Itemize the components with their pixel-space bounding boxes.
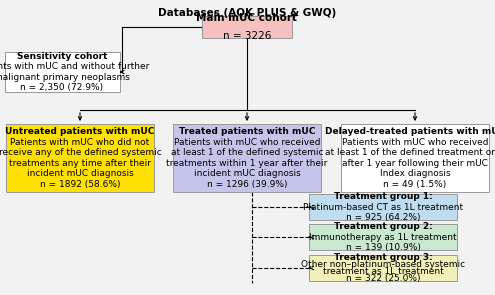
Text: at least 1 of the defined treatment only: at least 1 of the defined treatment only [325, 148, 495, 157]
Text: Treatment group 2:: Treatment group 2: [334, 222, 432, 231]
Text: n = 3226: n = 3226 [223, 31, 271, 41]
Text: at least 1 of the defined systemic: at least 1 of the defined systemic [171, 148, 323, 157]
Text: Untreated patients with mUC: Untreated patients with mUC [5, 127, 154, 136]
FancyBboxPatch shape [202, 16, 292, 38]
Text: n = 1296 (39.9%): n = 1296 (39.9%) [207, 180, 287, 189]
FancyBboxPatch shape [309, 194, 457, 220]
Text: n = 2,350 (72.9%): n = 2,350 (72.9%) [20, 83, 103, 92]
Text: receive any of the defined systemic: receive any of the defined systemic [0, 148, 161, 157]
Text: Treatment group 3:: Treatment group 3: [334, 253, 432, 262]
Text: Patients with mUC and without further: Patients with mUC and without further [0, 62, 149, 71]
Text: treatments any time after their: treatments any time after their [9, 159, 151, 168]
Text: n = 925 (64.2%): n = 925 (64.2%) [346, 213, 420, 222]
Text: Index diagnosis: Index diagnosis [380, 169, 450, 178]
Text: incident mUC diagnosis: incident mUC diagnosis [194, 169, 300, 178]
Text: Platinum-based CT as 1L treatment: Platinum-based CT as 1L treatment [303, 202, 463, 212]
FancyBboxPatch shape [4, 52, 119, 92]
Text: treatment as 1L treatment: treatment as 1L treatment [323, 267, 444, 276]
Text: Patients with mUC who received: Patients with mUC who received [342, 137, 488, 147]
Text: Main mUC cohort: Main mUC cohort [197, 13, 297, 23]
Text: treatments within 1 year after their: treatments within 1 year after their [166, 159, 328, 168]
Text: n = 139 (10.9%): n = 139 (10.9%) [346, 243, 420, 252]
Text: Databases (AOK PLUS & GWQ): Databases (AOK PLUS & GWQ) [158, 8, 337, 18]
Text: Other non–platinum-based systemic: Other non–platinum-based systemic [301, 260, 465, 269]
Text: Sensitivity cohort: Sensitivity cohort [17, 52, 107, 61]
Text: Immunotherapy as 1L treatment: Immunotherapy as 1L treatment [309, 232, 457, 242]
Text: Treated patients with mUC: Treated patients with mUC [179, 127, 315, 136]
Text: malignant primary neoplasms: malignant primary neoplasms [0, 73, 130, 82]
Text: Treatment group 1:: Treatment group 1: [334, 192, 432, 201]
Text: Patients with mUC who received: Patients with mUC who received [174, 137, 320, 147]
FancyBboxPatch shape [309, 255, 457, 281]
FancyBboxPatch shape [309, 224, 457, 250]
FancyBboxPatch shape [6, 124, 154, 192]
Text: after 1 year following their mUC: after 1 year following their mUC [342, 159, 488, 168]
FancyBboxPatch shape [341, 124, 489, 192]
Text: Patients with mUC who did not: Patients with mUC who did not [10, 137, 149, 147]
Text: n = 49 (1.5%): n = 49 (1.5%) [383, 180, 446, 189]
Text: incident mUC diagnosis: incident mUC diagnosis [27, 169, 133, 178]
Text: n = 1892 (58.6%): n = 1892 (58.6%) [40, 180, 120, 189]
FancyBboxPatch shape [173, 124, 321, 192]
Text: n = 322 (25.0%): n = 322 (25.0%) [346, 274, 420, 283]
Text: Delayed-treated patients with mUC: Delayed-treated patients with mUC [325, 127, 495, 136]
